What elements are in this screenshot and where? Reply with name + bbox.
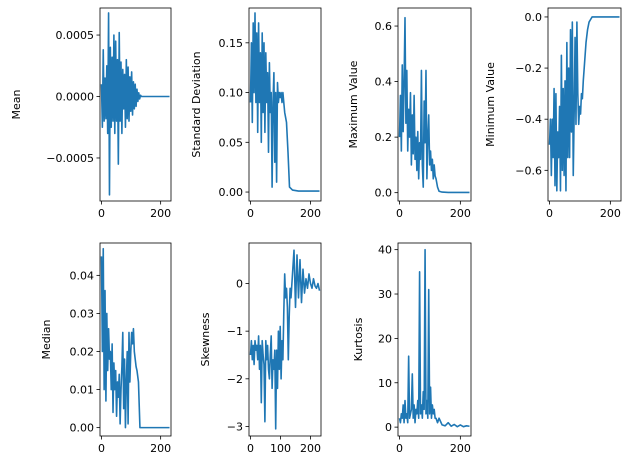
y-tick-label: 0.6 <box>375 20 393 33</box>
series-line <box>249 249 321 430</box>
y-tick-label: 0 <box>385 421 392 434</box>
x-tick-label: 200 <box>300 442 321 455</box>
y-axis-label: Kurtosis <box>352 317 365 361</box>
x-tick-label: 200 <box>600 207 621 220</box>
x-tick-label: 0 <box>396 442 403 455</box>
x-tick-label: 100 <box>270 442 291 455</box>
series-line <box>398 16 470 194</box>
y-tick-label: 0.00 <box>70 422 95 435</box>
y-axis-label: Minimum Value <box>484 62 497 147</box>
x-tick-label: 200 <box>450 442 471 455</box>
y-tick-label: 40 <box>378 244 392 257</box>
series-line <box>249 12 320 192</box>
axes-frame <box>99 7 172 202</box>
subplot-3: 0 200 0.0 0.2 0.4 0.6 Maximum Value <box>347 7 472 220</box>
x-tick-label: 0 <box>98 207 105 220</box>
subplot-5: 0 200 0.00 0.01 0.02 0.03 0.04 Median <box>40 242 172 455</box>
y-tick-label: 0.0000 <box>56 91 95 104</box>
y-tick-label: 0.01 <box>70 384 95 397</box>
y-tick-label: 10 <box>378 377 392 390</box>
x-tick-label: 200 <box>450 207 471 220</box>
y-axis-label: Maximum Value <box>347 60 360 148</box>
x-tick-label: 200 <box>300 207 321 220</box>
y-tick-label: 0.10 <box>219 87 244 100</box>
y-tick-label: 30 <box>378 288 392 301</box>
subplot-1: 0 200 −0.0005 0.0000 0.0005 Mean <box>10 7 172 220</box>
x-tick-label: 200 <box>150 442 171 455</box>
x-tick-label: 0 <box>247 207 254 220</box>
axes-frame <box>397 7 472 202</box>
series-line <box>398 248 470 428</box>
x-tick-label: 0 <box>546 207 553 220</box>
y-tick-label: −0.4 <box>515 113 542 126</box>
axes-frame <box>397 242 472 437</box>
y-tick-label: 0.03 <box>70 307 95 320</box>
y-tick-label: 0.0005 <box>56 29 95 42</box>
axes-frame <box>248 242 322 437</box>
x-tick-label: 0 <box>98 442 105 455</box>
y-tick-label: −2 <box>227 373 243 386</box>
subplot-2: 0 200 0.00 0.05 0.10 0.15 Standard Deviation <box>190 7 322 220</box>
x-tick-label: 200 <box>150 207 171 220</box>
y-axis-label: Mean <box>10 89 23 119</box>
y-tick-label: 0.4 <box>375 76 393 89</box>
y-tick-label: 0.04 <box>70 269 95 282</box>
y-axis-label: Standard Deviation <box>190 51 203 157</box>
y-tick-label: −0.2 <box>515 62 542 75</box>
x-tick-label: 0 <box>396 207 403 220</box>
y-tick-label: 0.15 <box>219 37 244 50</box>
series-line <box>548 16 620 192</box>
y-tick-label: −3 <box>227 420 243 433</box>
y-tick-label: 0.05 <box>219 136 244 149</box>
subplot-7: 0 200 0 10 20 30 40 Kurtosis <box>352 242 472 455</box>
y-tick-label: 0.2 <box>375 131 393 144</box>
y-tick-label: −0.0005 <box>46 152 94 165</box>
series-line <box>100 12 170 196</box>
y-axis-label: Median <box>40 319 53 359</box>
axes-frame <box>248 7 322 202</box>
y-tick-label: −1 <box>227 325 243 338</box>
y-tick-label: 20 <box>378 332 392 345</box>
y-tick-label: 0.0 <box>375 187 393 200</box>
series-line <box>100 247 170 429</box>
y-tick-label: 0.0 <box>525 11 543 24</box>
y-tick-label: 0.00 <box>219 186 244 199</box>
y-axis-label: Skewness <box>199 312 212 366</box>
subplot-6: 0 100 200 0 −1 −2 −3 Skewness <box>199 242 322 455</box>
y-tick-label: 0 <box>236 278 243 291</box>
axes-frame <box>99 242 172 437</box>
subplot-4: 0 200 0.0 −0.2 −0.4 −0.6 Minimum Value <box>484 7 622 220</box>
axes-frame <box>547 7 622 202</box>
y-tick-label: −0.6 <box>515 164 542 177</box>
y-tick-label: 0.02 <box>70 345 95 358</box>
x-tick-label: 0 <box>247 442 254 455</box>
